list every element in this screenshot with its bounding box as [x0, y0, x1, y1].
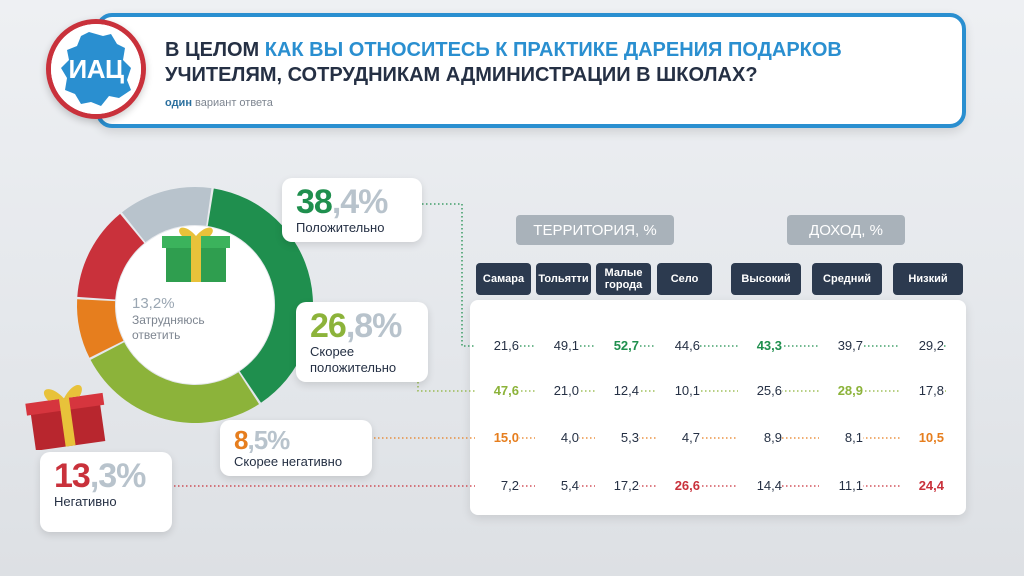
- col-head-medium: Средний: [812, 263, 882, 295]
- title-plain-2: УЧИТЕЛЯМ, СОТРУДНИКАМ АДМИНИСТРАЦИИ В ШК…: [165, 64, 758, 86]
- table-cell: 26,6: [656, 478, 700, 493]
- pct-rather-negative-int: 8: [234, 425, 249, 455]
- table-cell: 10,5: [900, 430, 944, 445]
- title-accent: КАК ВЫ ОТНОСИТЕСЬ К ПРАКТИКЕ ДАРЕНИЯ ПОД…: [264, 39, 842, 61]
- undecided-label: 13,2% Затрудняюсь ответить: [132, 296, 232, 343]
- col-head-village: Село: [657, 263, 712, 295]
- table-cell: 14,4: [738, 478, 782, 493]
- table-cell: 4,0: [535, 430, 579, 445]
- table-cell: 25,6: [738, 383, 782, 398]
- col-head-small-towns: Малые города: [596, 263, 651, 295]
- subtitle: один вариант ответа: [165, 97, 273, 109]
- table-cell: 44,6: [656, 338, 700, 353]
- label-rather-negative: Скорее негативно: [234, 454, 343, 469]
- donut-slice-rather-negative: [77, 299, 124, 358]
- donut-slice-positive: [207, 188, 313, 403]
- table-cell: 17,2: [595, 478, 639, 493]
- table-cell: 43,3: [738, 338, 782, 353]
- donut-svg: [77, 187, 313, 423]
- header-card: [96, 13, 966, 128]
- table-cell: 7,2: [475, 478, 519, 493]
- callout-negative: 13,3% Негативно: [40, 452, 172, 532]
- iac-logo: ИАЦ: [46, 19, 146, 119]
- table-cell: 10,1: [656, 383, 700, 398]
- undecided-text: Затрудняюсь ответить: [132, 313, 205, 342]
- table-cell: 17,8: [900, 383, 944, 398]
- pct-rather-negative: 8,5%: [234, 426, 358, 454]
- pct-negative: 13,3%: [54, 458, 158, 494]
- region-map-icon: [51, 24, 141, 114]
- pct-positive-int: 38: [296, 183, 333, 221]
- donut-slice-negative: [77, 213, 145, 300]
- table-cell: 11,1: [819, 478, 863, 493]
- callout-rather-negative: 8,5% Скорее негативно: [220, 420, 372, 476]
- title-plain-1: В ЦЕЛОМ: [165, 39, 265, 61]
- table-cell: 4,7: [656, 430, 700, 445]
- pct-rather-positive-int: 26: [310, 307, 347, 345]
- label-positive: Положительно: [296, 220, 385, 235]
- table-cell: 29,2: [900, 338, 944, 353]
- col-head-samara: Самара: [476, 263, 531, 295]
- table-cell: 5,4: [535, 478, 579, 493]
- donut-slice-rather-positive: [90, 342, 260, 423]
- donut-hole: [116, 226, 274, 384]
- pct-rather-positive: 26,8%: [310, 308, 414, 344]
- pct-positive: 38,4%: [296, 184, 408, 220]
- logo-text: ИАЦ: [68, 53, 124, 84]
- gift-icon-green: [162, 227, 230, 282]
- pct-positive-dec: ,4%: [331, 183, 389, 221]
- table-cell: 39,7: [819, 338, 863, 353]
- subtitle-bold: один: [165, 97, 192, 109]
- gift-icon-red: [25, 384, 106, 450]
- table-cell: 28,9: [819, 383, 863, 398]
- table-cell: 49,1: [535, 338, 579, 353]
- table-cell: 12,4: [595, 383, 639, 398]
- group-label-territory: ТЕРРИТОРИЯ, %: [516, 215, 674, 245]
- table-cell: 52,7: [595, 338, 639, 353]
- group-label-income: ДОХОД, %: [787, 215, 905, 245]
- pct-negative-int: 13: [54, 457, 91, 495]
- donut-chart: [60, 170, 330, 440]
- pct-rather-positive-dec: ,8%: [345, 307, 403, 345]
- table-cell: 8,9: [738, 430, 782, 445]
- label-negative: Негативно: [54, 494, 117, 509]
- undecided-pct: 13,2%: [132, 295, 175, 312]
- callout-rather-positive: 26,8% Скорее положительно: [296, 302, 428, 382]
- table-cell: 15,0: [475, 430, 519, 445]
- subtitle-rest: вариант ответа: [191, 97, 273, 109]
- pct-rather-negative-dec: ,5%: [247, 425, 290, 455]
- pct-negative-dec: ,3%: [89, 457, 147, 495]
- col-head-high: Высокий: [731, 263, 801, 295]
- donut-slice-undecided: [121, 187, 212, 243]
- table-cell: 21,0: [535, 383, 579, 398]
- col-head-togliatti: Тольятти: [536, 263, 591, 295]
- table-cell: 47,6: [475, 383, 519, 398]
- callout-positive: 38,4% Положительно: [282, 178, 422, 242]
- label-rather-positive: Скорее положительно: [310, 344, 397, 375]
- col-head-low: Низкий: [893, 263, 963, 295]
- table-cell: 5,3: [595, 430, 639, 445]
- table-cell: 8,1: [819, 430, 863, 445]
- table-cell: 24,4: [900, 478, 944, 493]
- table-cell: 21,6: [475, 338, 519, 353]
- page-title: В ЦЕЛОМ КАК ВЫ ОТНОСИТЕСЬ К ПРАКТИКЕ ДАР…: [165, 38, 925, 88]
